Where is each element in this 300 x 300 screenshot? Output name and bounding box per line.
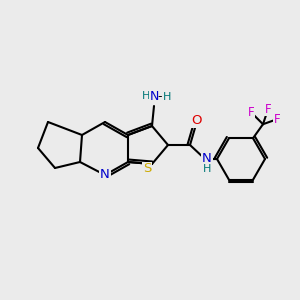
Text: H: H — [163, 92, 171, 102]
Text: N: N — [149, 91, 159, 103]
Text: -: - — [158, 91, 162, 103]
Text: O: O — [191, 115, 201, 128]
Text: F: F — [265, 103, 271, 116]
Text: H: H — [203, 164, 211, 174]
Text: F: F — [248, 106, 254, 119]
Text: N: N — [202, 152, 212, 166]
Text: S: S — [143, 163, 151, 176]
Text: H: H — [142, 91, 150, 101]
Text: F: F — [274, 113, 280, 126]
Text: N: N — [100, 169, 110, 182]
